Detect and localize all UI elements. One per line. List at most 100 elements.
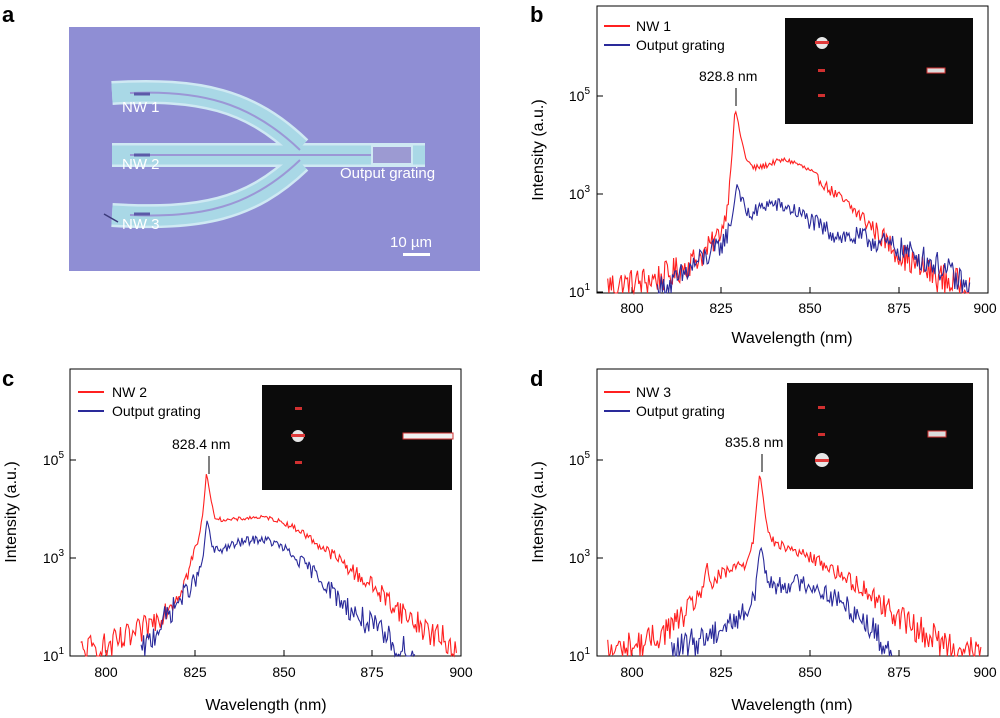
y-tick-label-d-3: 103 xyxy=(569,548,591,566)
waveguide-core-bottom xyxy=(129,159,301,217)
y-tick-exp-b-5: 5 xyxy=(584,86,590,97)
y-tick-label-b-1: 101 xyxy=(569,282,591,300)
x-tick-label-d-900: 900 xyxy=(973,664,997,680)
y-ticks-c: 101 103 105 xyxy=(43,450,76,664)
inset-peak-main-d xyxy=(815,459,829,462)
x-tick-label-c-825: 825 xyxy=(183,664,207,680)
inset-peak-upper-c xyxy=(295,407,302,410)
y-tick-base-d-3: 10 xyxy=(569,550,585,566)
x-tick-label-c-900: 900 xyxy=(449,664,473,680)
y-axis-title-b: Intensity (a.u.) xyxy=(530,99,547,200)
x-ticks-c: 800 825 850 875 900 xyxy=(94,650,473,680)
inset-peak-mid-d xyxy=(818,433,825,436)
y-tick-base-c-3: 10 xyxy=(43,550,59,566)
x-tick-label-b-875: 875 xyxy=(887,300,911,316)
inset-peak-lower-b xyxy=(818,94,825,97)
y-tick-label-c-3: 103 xyxy=(43,548,65,566)
inset-d xyxy=(787,383,973,489)
x-tick-label-d-850: 850 xyxy=(798,664,822,680)
y-tick-exp-d-3: 3 xyxy=(584,548,590,559)
y-tick-base-c-5: 10 xyxy=(43,452,59,468)
legend-label-nw-d: NW 3 xyxy=(636,384,671,400)
y-tick-exp-c-5: 5 xyxy=(58,450,64,461)
inset-peak-upper-d xyxy=(818,406,825,409)
inset-peak-main-c xyxy=(291,434,305,437)
x-axis-title-c: Wavelength (nm) xyxy=(205,697,326,714)
y-tick-exp-b-3: 3 xyxy=(584,184,590,195)
panel-c: c NW 2 Output grating 828.4 nm Wavelengt… xyxy=(2,366,473,714)
x-tick-label-b-825: 825 xyxy=(709,300,733,316)
inset-grating-b xyxy=(926,67,946,74)
legend-label-nw-c: NW 2 xyxy=(112,384,147,400)
inset-c xyxy=(262,385,454,490)
series-line-grating-b xyxy=(656,184,971,294)
x-ticks-d: 800 825 850 875 900 xyxy=(620,650,997,680)
y-tick-exp-b-1: 1 xyxy=(584,282,590,293)
x-tick-label-c-875: 875 xyxy=(360,664,384,680)
label-nw1: NW 1 xyxy=(122,99,160,116)
series-line-nw3 xyxy=(607,475,982,657)
panel-d: d NW 3 Output grating 835.8 nm Wavelengt… xyxy=(530,366,997,714)
series-line-grating-c xyxy=(140,520,416,658)
x-tick-label-c-800: 800 xyxy=(94,664,118,680)
scale-bar xyxy=(403,253,430,256)
legend-label-grating-d: Output grating xyxy=(636,403,725,419)
output-grating-pad xyxy=(371,145,413,165)
panel-b: b NW 1 Output grating 828.8 nm Wavelengt… xyxy=(530,2,997,347)
y-tick-label-d-5: 105 xyxy=(569,450,591,468)
x-tick-label-b-800: 800 xyxy=(620,300,644,316)
legend-c: NW 2 Output grating xyxy=(78,384,201,419)
inset-grating-c xyxy=(402,432,454,440)
label-nw3: NW 3 xyxy=(122,216,160,233)
series-line-nw1 xyxy=(607,110,971,296)
y-tick-base-d-5: 10 xyxy=(569,452,585,468)
panel-letter-a: a xyxy=(2,2,15,27)
y-tick-base-b-5: 10 xyxy=(569,88,585,104)
y-ticks-d: 101 103 105 xyxy=(569,450,603,664)
legend-d: NW 3 Output grating xyxy=(604,384,725,419)
panel-letter-b: b xyxy=(530,2,543,27)
y-tick-label-b-5: 105 xyxy=(569,86,591,104)
nanowire-3-tail xyxy=(103,213,119,223)
y-tick-exp-c-1: 1 xyxy=(58,646,64,657)
waveguide-core-top xyxy=(129,91,301,151)
panel-letter-d: d xyxy=(530,366,543,391)
label-output-grating: Output grating xyxy=(340,165,435,182)
peak-annotation-d: 835.8 nm xyxy=(725,434,783,450)
y-tick-label-d-1: 101 xyxy=(569,646,591,664)
x-tick-label-d-800: 800 xyxy=(620,664,644,680)
peak-annotation-b: 828.8 nm xyxy=(699,68,757,84)
legend-label-nw-b: NW 1 xyxy=(636,18,671,34)
plot-frame-b xyxy=(596,5,989,294)
inset-peak-side-b xyxy=(818,69,825,72)
plot-frame-c xyxy=(69,368,462,657)
inset-b xyxy=(785,18,973,124)
plot-frame-d xyxy=(596,368,989,657)
panel-letter-c: c xyxy=(2,366,14,391)
label-nw2: NW 2 xyxy=(122,156,160,173)
series-line-grating-d xyxy=(671,546,893,657)
legend-label-grating-b: Output grating xyxy=(636,37,725,53)
x-tick-label-d-875: 875 xyxy=(887,664,911,680)
x-axis-title-d: Wavelength (nm) xyxy=(731,697,852,714)
waveguide-structure xyxy=(103,79,425,229)
x-axis-title-b: Wavelength (nm) xyxy=(731,330,852,347)
peak-annotation-c: 828.4 nm xyxy=(172,436,230,452)
inset-peak-lower-c xyxy=(295,461,302,464)
x-tick-label-d-825: 825 xyxy=(709,664,733,680)
panel-a: a NW 1 NW 2 NW 3 Output xyxy=(2,2,480,271)
y-axis-title-d: Intensity (a.u.) xyxy=(530,461,547,562)
y-tick-exp-d-1: 1 xyxy=(584,646,590,657)
inset-grating-d xyxy=(927,430,947,438)
y-tick-base-c-1: 10 xyxy=(43,648,59,664)
series-line-nw2 xyxy=(80,474,457,658)
x-ticks-b: 800 825 850 875 900 xyxy=(620,287,997,316)
y-tick-exp-c-3: 3 xyxy=(58,548,64,559)
y-tick-label-b-3: 103 xyxy=(569,184,591,202)
x-tick-label-b-850: 850 xyxy=(798,300,822,316)
y-tick-exp-d-5: 5 xyxy=(584,450,590,461)
legend-b: NW 1 Output grating xyxy=(604,18,725,53)
inset-peak-main-b xyxy=(815,41,829,44)
y-tick-label-c-5: 105 xyxy=(43,450,65,468)
